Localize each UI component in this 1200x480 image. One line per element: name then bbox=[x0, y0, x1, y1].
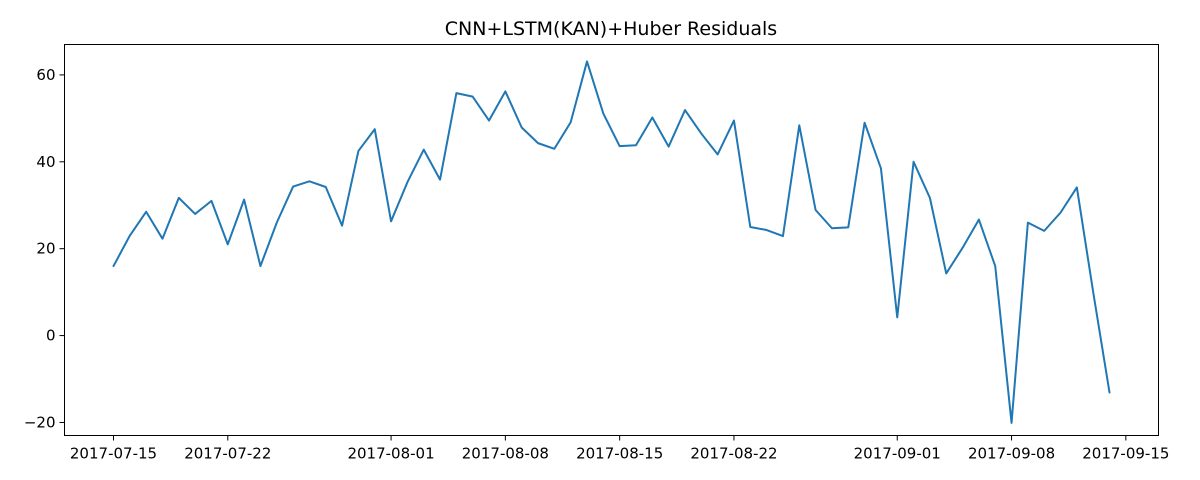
x-tick-label: 2017-08-01 bbox=[347, 445, 434, 463]
axes-frame bbox=[64, 44, 1159, 436]
axis-ticks: 2017-07-15 2017-07-22 2017-08-01 2017-08-08… bbox=[24, 66, 1170, 463]
chart-title: CNN+LSTM(KAN)+Huber Residuals bbox=[445, 18, 777, 40]
x-tick-label: 2017-08-22 bbox=[690, 445, 777, 463]
x-tick-label: 2017-07-22 bbox=[184, 445, 271, 463]
y-tick-label: 40 bbox=[36, 153, 55, 171]
y-tick-label: 60 bbox=[36, 66, 55, 84]
y-tick-label: 0 bbox=[46, 327, 56, 345]
x-tick-label: 2017-09-01 bbox=[854, 445, 941, 463]
series-line-0 bbox=[112, 60, 1111, 424]
x-tick-label: 2017-09-15 bbox=[1082, 445, 1169, 463]
y-tick-label: −20 bbox=[24, 413, 56, 431]
x-tick-label: 2017-07-15 bbox=[70, 445, 157, 463]
x-tick-label: 2017-08-15 bbox=[576, 445, 663, 463]
plot-area bbox=[112, 60, 1111, 424]
y-tick-label: 20 bbox=[36, 240, 55, 258]
x-tick-label: 2017-08-08 bbox=[462, 445, 549, 463]
x-tick-label: 2017-09-08 bbox=[968, 445, 1055, 463]
